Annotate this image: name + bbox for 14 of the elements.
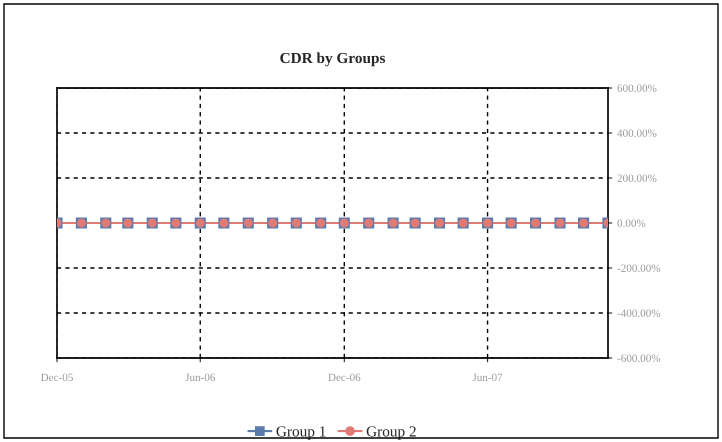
y-tick-label: 600.00% — [618, 84, 656, 92]
y-tick-label: -400.00% — [617, 309, 660, 318]
chart-title: CDR by Groups — [280, 52, 386, 66]
x-tick-label: Dec-06 — [328, 374, 360, 382]
x-tick-label: Jun-06 — [185, 374, 216, 382]
x-tick-label: Jun-07 — [472, 374, 502, 382]
y-tick-label: 0.00% — [617, 219, 646, 228]
x-tick-label: Dec-05 — [40, 374, 73, 382]
legend-label: Group 2 — [366, 426, 416, 440]
y-tick-label: 400.00% — [617, 129, 656, 138]
y-tick-label: -200.00% — [617, 264, 660, 272]
y-tick-label: 200.00% — [618, 174, 656, 182]
legend-label: Group 1 — [276, 426, 326, 440]
y-tick-label: -600.00% — [617, 354, 660, 362]
